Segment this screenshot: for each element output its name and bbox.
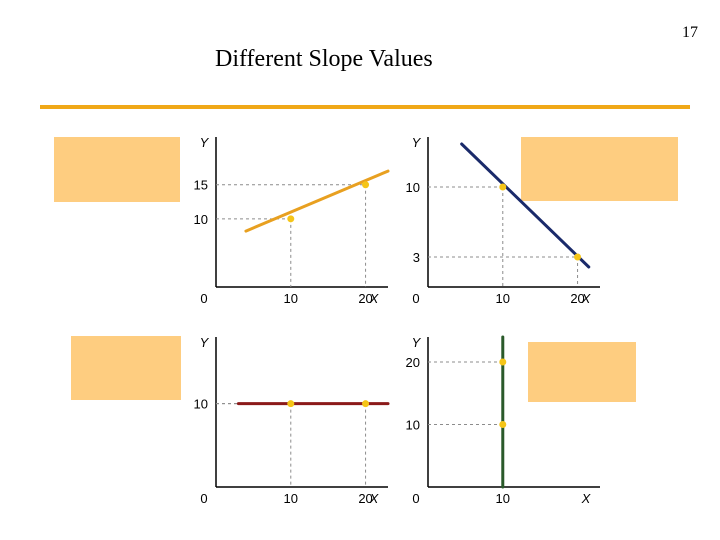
chart-2-origin-label: 0 xyxy=(412,291,419,306)
chart-1-y-tick-2: 15 xyxy=(194,178,208,193)
chart-1-x-axis-label: X xyxy=(369,291,380,306)
chart-2-y-axis-label: Y xyxy=(412,135,422,150)
chart-4-x-axis-label: X xyxy=(581,491,592,506)
note-box-negative-slope xyxy=(521,137,678,201)
chart-4-x-tick-1: 10 xyxy=(496,491,510,506)
chart-2-y-tick-2: 10 xyxy=(406,180,420,195)
title-rule xyxy=(40,105,690,109)
chart-1-point-2 xyxy=(362,181,370,189)
chart-2-x-tick-1: 10 xyxy=(496,291,510,306)
chart-2-x-tick-2: 20 xyxy=(570,291,584,306)
chart-3-y-axis-label: Y xyxy=(200,335,210,350)
chart-1-x-tick-1: 10 xyxy=(284,291,298,306)
chart-1-origin-label: 0 xyxy=(200,291,207,306)
chart-4-y-tick-1: 10 xyxy=(406,418,420,433)
note-box-positive-slope xyxy=(54,137,180,202)
chart-1-x-tick-2: 20 xyxy=(358,291,372,306)
page-title: Different Slope Values xyxy=(215,46,433,72)
chart-4-origin-label: 0 xyxy=(412,491,419,506)
chart-4-y-tick-2: 20 xyxy=(406,355,420,370)
chart-3-origin-label: 0 xyxy=(200,491,207,506)
chart-1-point-1 xyxy=(287,215,295,223)
chart-2-series-line xyxy=(460,142,591,269)
chart-3-x-axis-label: X xyxy=(369,491,380,506)
chart-1-y-axis-label: Y xyxy=(200,135,210,150)
chart-1-y-tick-1: 10 xyxy=(194,212,208,227)
chart-4-y-axis-label: Y xyxy=(412,335,422,350)
chart-2-y-tick-1: 3 xyxy=(413,250,420,265)
chart-3-point-1 xyxy=(287,400,295,408)
chart-3-point-2 xyxy=(362,400,370,408)
chart-4-point-1 xyxy=(499,421,507,428)
chart-4-point-2 xyxy=(499,358,507,366)
chart-1-series-line xyxy=(244,169,390,233)
chart-2-point-2 xyxy=(574,253,582,261)
chart-3-y-tick-1: 10 xyxy=(194,397,208,412)
note-box-zero-slope xyxy=(71,336,181,400)
chart-3-x-tick-1: 10 xyxy=(284,491,298,506)
chart-3-x-tick-2: 20 xyxy=(358,491,372,506)
note-box-infinite-slope xyxy=(528,342,636,402)
chart-2-point-1 xyxy=(499,183,507,191)
page-number: 17 xyxy=(682,24,698,41)
chart-2-x-axis-label: X xyxy=(581,291,592,306)
